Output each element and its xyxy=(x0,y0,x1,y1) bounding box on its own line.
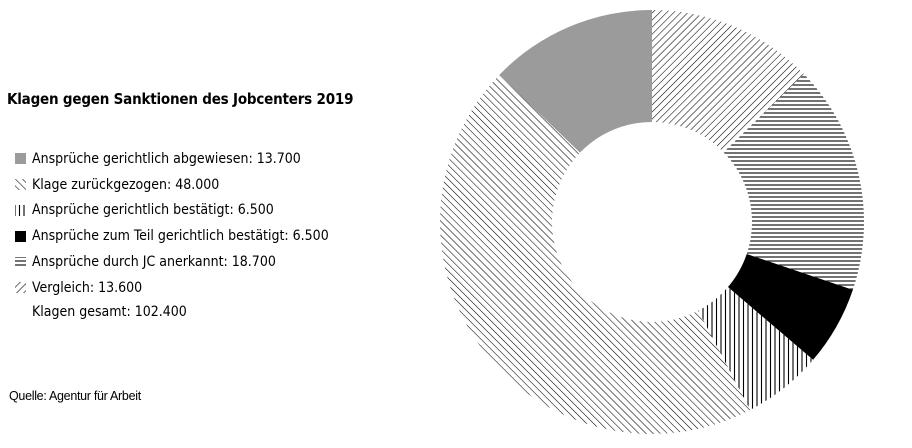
legend-swatch xyxy=(15,282,26,294)
legend: Ansprüche gerichtlich abgewiesen: 13.700… xyxy=(14,146,329,301)
legend-label: Ansprüche zum Teil gerichtlich bestätigt… xyxy=(32,228,329,245)
legend-label: Ansprüche gerichtlich abgewiesen: 13.700 xyxy=(32,150,301,167)
legend-swatch xyxy=(15,230,26,242)
legend-label: Ansprüche gerichtlich bestätigt: 6.500 xyxy=(32,202,274,219)
legend-item: Klage zurückgezogen: 48.000 xyxy=(14,172,329,198)
legend-label: Klage zurückgezogen: 48.000 xyxy=(32,176,220,193)
legend-label: Vergleich: 13.600 xyxy=(32,279,143,296)
slice-anerkannt xyxy=(723,74,864,290)
legend-item: Ansprüche durch JC anerkannt: 18.700 xyxy=(14,249,329,275)
legend-swatch xyxy=(15,204,26,216)
legend-swatch xyxy=(15,179,26,191)
slice-abgewiesen xyxy=(499,10,652,153)
legend-label: Ansprüche durch JC anerkannt: 18.700 xyxy=(32,254,276,271)
slice-zurueckgezogen xyxy=(439,74,751,435)
legend-item: Ansprüche gerichtlich bestätigt: 6.500 xyxy=(14,198,329,224)
slice-teil-bestaetigt xyxy=(727,254,853,360)
slice-bestaetigt xyxy=(698,287,814,410)
total-label: Klagen gesamt: 102.400 xyxy=(32,304,187,320)
legend-swatch xyxy=(15,153,26,165)
legend-item: Ansprüche gerichtlich abgewiesen: 13.700 xyxy=(14,146,329,172)
legend-item: Vergleich: 13.600 xyxy=(14,275,329,301)
legend-item: Ansprüche zum Teil gerichtlich bestätigt… xyxy=(14,223,329,249)
chart-title: Klagen gegen Sanktionen des Jobcenters 2… xyxy=(7,90,354,108)
slice-vergleich xyxy=(652,10,804,153)
source-note: Quelle: Agentur für Arbeit xyxy=(9,389,141,403)
legend-swatch xyxy=(15,256,26,268)
